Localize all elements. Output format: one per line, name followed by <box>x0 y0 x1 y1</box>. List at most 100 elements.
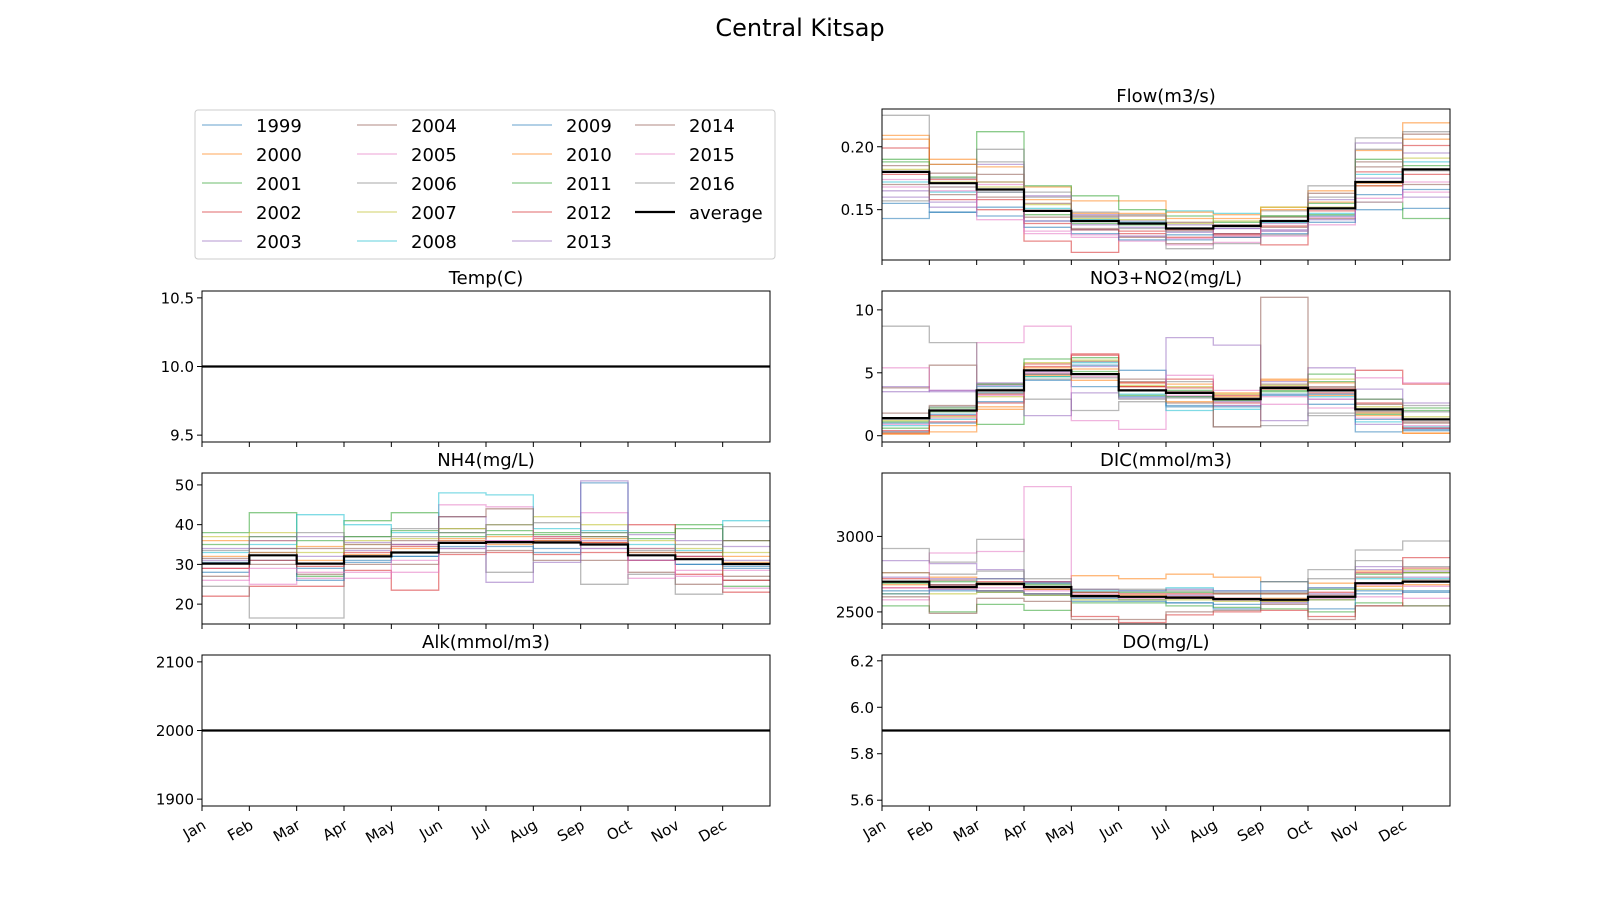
legend-frame <box>194 109 776 260</box>
legend-label: 2010 <box>566 145 612 166</box>
average-line <box>202 541 770 566</box>
legend-label: 2014 <box>689 116 735 137</box>
average-line <box>882 168 1450 230</box>
panel-title: DIC(mmol/m3) <box>1100 450 1232 471</box>
legend-label: average <box>689 203 763 224</box>
x-tick-label: Jun <box>416 816 446 844</box>
series-line-2016 <box>202 522 770 552</box>
x-tick-label: Sep <box>554 816 587 846</box>
panel-title: Flow(m3/s) <box>1116 86 1216 107</box>
x-tick-label: Nov <box>1328 816 1362 846</box>
y-tick-label: 6.2 <box>850 652 874 670</box>
panel-do: DO(mg/L) 5.6 5.8 6.0 6.2 Jan Feb Mar Apr May Jun Ju… <box>850 632 1451 847</box>
panel-temp: Temp(C) 9.5 10.0 10.5 <box>161 268 771 447</box>
series-line-2005 <box>202 504 770 585</box>
y-tick-label: 9.5 <box>170 427 194 445</box>
series-line-2000 <box>882 122 1450 216</box>
y-tick-label: 3000 <box>836 528 874 546</box>
y-tick-label: 0 <box>864 427 874 445</box>
legend: 1999 2000 2001 2002 2003 2004 2005 2006 2007 2008… <box>194 109 776 260</box>
legend-label: 2002 <box>256 203 302 224</box>
legend-entry: 2008 <box>357 232 457 253</box>
x-tick-label: Aug <box>506 816 540 846</box>
panel-nh4: NH4(mg/L) 20 30 40 50 <box>175 450 771 629</box>
legend-label: 2007 <box>411 203 457 224</box>
legend-entry: 2006 <box>357 174 457 195</box>
series-line-2014 <box>202 508 770 560</box>
x-tick-label: Feb <box>904 816 936 845</box>
legend-entry: 2001 <box>202 174 302 195</box>
panel-dic: DIC(mmol/m3) 2500 3000 <box>836 450 1451 629</box>
x-tick-label: Dec <box>696 816 730 846</box>
legend-label: 2011 <box>566 174 612 195</box>
legend-entry: average <box>635 203 763 224</box>
x-tick-label: Dec <box>1376 816 1410 846</box>
y-tick-label: 10.5 <box>161 289 194 307</box>
panel-title: NH4(mg/L) <box>437 450 535 471</box>
y-tick-label: 50 <box>175 476 194 494</box>
x-tick-label: Oct <box>604 816 636 845</box>
y-tick-label: 5 <box>864 364 874 382</box>
legend-label: 2013 <box>566 232 612 253</box>
legend-entry: 2011 <box>512 174 612 195</box>
legend-entry: 2004 <box>357 116 457 137</box>
x-tick-label: May <box>362 816 398 847</box>
legend-label: 2003 <box>256 232 302 253</box>
series-line-2006 <box>202 527 770 619</box>
y-tick-label: 5.8 <box>850 745 874 763</box>
legend-entry: 2009 <box>512 116 612 137</box>
series-line-2014 <box>882 596 1450 621</box>
x-tick-label: Apr <box>1000 815 1032 844</box>
legend-entry: 2016 <box>635 174 735 195</box>
legend-label: 2009 <box>566 116 612 137</box>
panel-title: DO(mg/L) <box>1122 632 1209 653</box>
panel-title: NO3+NO2(mg/L) <box>1090 268 1242 289</box>
series-line-2013 <box>882 336 1450 422</box>
legend-entry: 2014 <box>635 116 735 137</box>
series-line-2013 <box>202 480 770 583</box>
legend-entry: 2015 <box>635 145 735 166</box>
legend-entry: 2003 <box>202 232 302 253</box>
x-tick-label: Jul <box>1147 816 1173 841</box>
x-tick-label: Jun <box>1096 816 1126 844</box>
legend-entry: 2013 <box>512 232 612 253</box>
series-line-2009 <box>882 581 1450 610</box>
legend-entry: 2002 <box>202 203 302 224</box>
y-tick-label: 5.6 <box>850 792 874 810</box>
panel-title: Alk(mmol/m3) <box>422 632 550 653</box>
legend-label: 2004 <box>411 116 457 137</box>
y-tick-label: 2100 <box>156 653 194 671</box>
panel-alk: Alk(mmol/m3) 1900 2000 2100 Jan Feb Mar Apr May J… <box>156 632 771 847</box>
legend-entry: 2012 <box>512 203 612 224</box>
legend-label: 2000 <box>256 145 302 166</box>
x-tick-label: Nov <box>648 816 682 846</box>
x-tick-label: Mar <box>950 815 984 845</box>
x-tick-label: Apr <box>320 815 352 844</box>
x-tick-label: Jan <box>179 816 209 844</box>
y-tick-label: 40 <box>175 516 194 534</box>
average-line <box>882 369 1450 421</box>
y-tick-label: 0.20 <box>841 138 874 156</box>
legend-label: 2012 <box>566 203 612 224</box>
series-line-2015 <box>202 535 770 589</box>
y-tick-label: 6.0 <box>850 699 874 717</box>
y-tick-label: 10.0 <box>161 358 194 376</box>
x-tick-label: Oct <box>1284 816 1316 845</box>
x-tick-label: Feb <box>224 816 256 845</box>
average-line <box>882 580 1450 601</box>
figure-title: Central Kitsap <box>715 14 884 42</box>
legend-entry: 2007 <box>357 203 457 224</box>
legend-label: 2016 <box>689 174 735 195</box>
x-tick-label: Jul <box>467 816 493 841</box>
legend-entry: 1999 <box>202 116 302 137</box>
panel-no3: NO3+NO2(mg/L) 0 5 10 <box>855 268 1451 447</box>
panel-title: Temp(C) <box>448 268 524 289</box>
x-tick-label: Sep <box>1234 816 1267 846</box>
legend-label: 1999 <box>256 116 302 137</box>
legend-entry: 2005 <box>357 145 457 166</box>
legend-label: 2006 <box>411 174 457 195</box>
legend-entry: 2000 <box>202 145 302 166</box>
y-tick-label: 1900 <box>156 791 194 809</box>
series-line-2016 <box>882 559 1450 593</box>
